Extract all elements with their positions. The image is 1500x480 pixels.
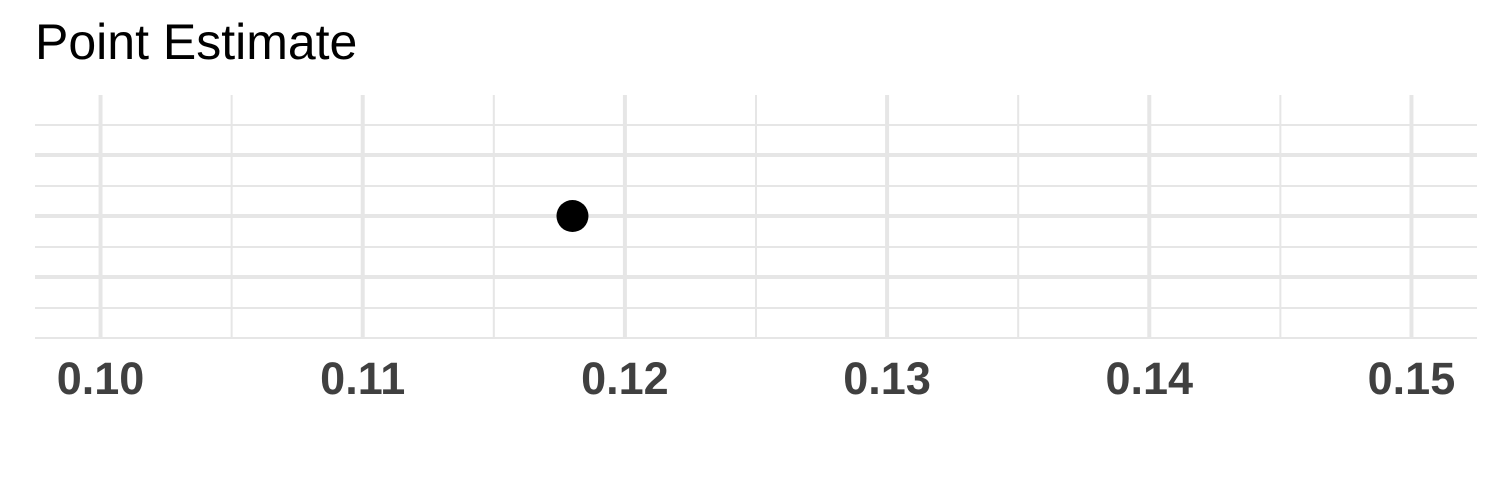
x-tick-label: 0.11 bbox=[320, 353, 405, 404]
point-estimate-marker bbox=[556, 200, 589, 232]
x-tick-label: 0.14 bbox=[1105, 353, 1193, 404]
chart-title: Point Estimate bbox=[35, 14, 358, 70]
x-tick-label: 0.13 bbox=[843, 353, 931, 404]
x-axis-tick-labels: 0.10 0.11 0.12 0.13 0.14 0.15 bbox=[57, 353, 1456, 404]
x-tick-label: 0.12 bbox=[581, 353, 669, 404]
x-tick-label: 0.10 bbox=[57, 353, 145, 404]
grid-lines bbox=[35, 95, 1477, 339]
x-tick-label: 0.15 bbox=[1368, 353, 1456, 404]
data-points bbox=[556, 200, 589, 232]
